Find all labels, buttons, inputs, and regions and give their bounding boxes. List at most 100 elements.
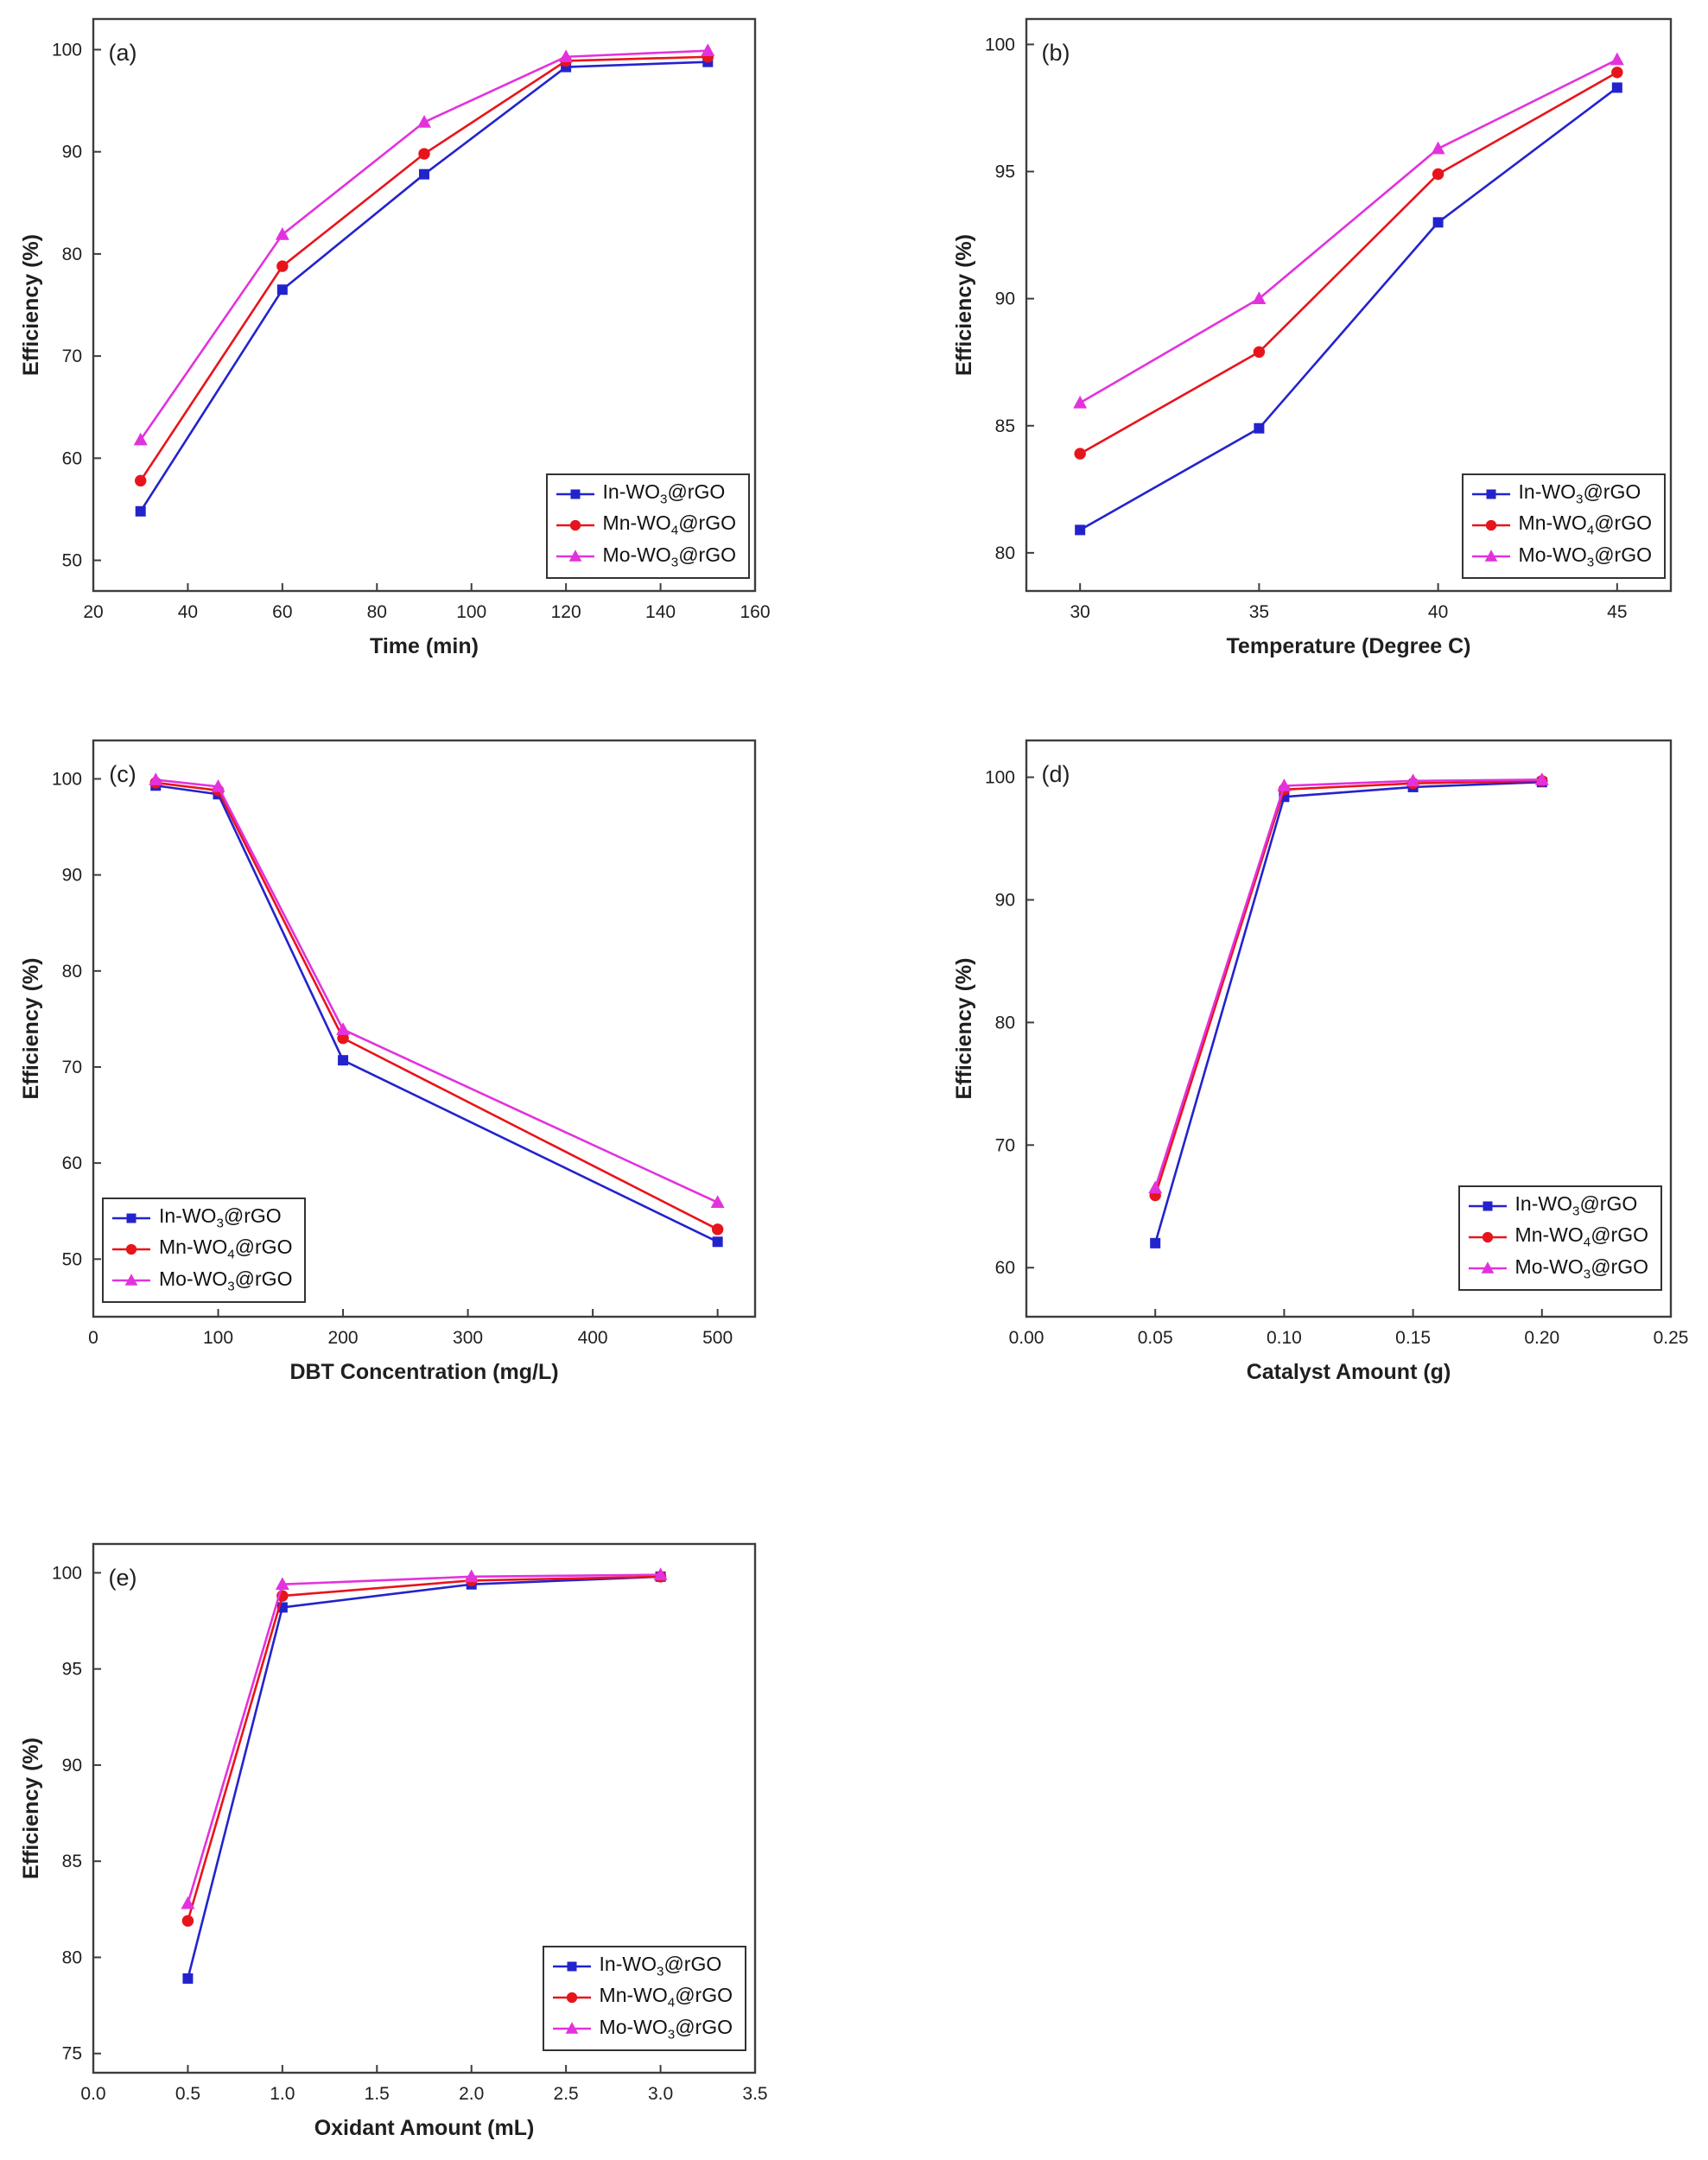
chart-panel-b: 30 35 40 45 80 85 90 95 100 Temperature (Degree C… xyxy=(933,0,1693,674)
legend: In-WO3@rGO Mn-WO4@rGO Mo-WO3@rGO xyxy=(542,1946,746,2051)
x-tick-label: 2.0 xyxy=(459,2084,484,2104)
legend-label: In-WO3@rGO xyxy=(602,480,726,507)
x-tick-label: 30 xyxy=(1070,602,1089,622)
x-axis-title: Temperature (Degree C) xyxy=(1227,634,1471,658)
square-marker-icon xyxy=(1483,1201,1493,1211)
circle-marker-icon xyxy=(1485,519,1496,531)
y-tick-label: 100 xyxy=(985,35,1015,54)
y-axis-title: Efficiency (%) xyxy=(19,958,43,1100)
x-tick-label: 200 xyxy=(328,1328,359,1348)
legend-label: In-WO3@rGO xyxy=(1514,1192,1638,1219)
square-legend-key-icon xyxy=(556,489,594,499)
legend-item-Mo-WO3@rGO: Mo-WO3@rGO xyxy=(1470,543,1652,571)
triangle-marker-icon xyxy=(181,1896,195,1909)
circle-marker-icon xyxy=(569,519,581,531)
circle-marker-icon xyxy=(1074,448,1086,460)
triangle-marker-icon xyxy=(211,778,225,792)
legend-label: Mn-WO4@rGO xyxy=(602,511,736,538)
square-marker-icon xyxy=(712,1236,723,1248)
x-tick-label: 0.10 xyxy=(1267,1328,1302,1348)
series-line xyxy=(1079,71,1618,455)
legend-item-Mn-WO4@rGO: Mn-WO4@rGO xyxy=(1467,1223,1648,1251)
legend-item-Mo-WO3@rGO: Mo-WO3@rGO xyxy=(555,543,736,571)
x-tick-label: 0.25 xyxy=(1654,1328,1689,1348)
x-tick-label: 3.5 xyxy=(742,2084,767,2104)
circle-marker-icon xyxy=(125,1243,137,1255)
square-legend-key-icon xyxy=(1468,1201,1507,1211)
square-marker-icon xyxy=(419,168,429,180)
chart-panel-e: 0.0 0.5 1.0 1.5 2.0 2.5 3.0 3.5 75 80 85 90 95 100 Oxi… xyxy=(0,1525,778,2156)
legend-item-In-WO3@rGO: In-WO3@rGO xyxy=(551,1952,733,1980)
x-tick-label: 1.5 xyxy=(365,2084,390,2104)
y-tick-label: 70 xyxy=(62,1058,82,1077)
triangle-marker-icon xyxy=(565,2022,578,2035)
x-tick-label: 0.05 xyxy=(1138,1328,1173,1348)
series-line xyxy=(1079,86,1618,531)
legend: In-WO3@rGO Mn-WO4@rGO Mo-WO3@rGO xyxy=(1461,473,1666,579)
y-tick-label: 60 xyxy=(995,1258,1015,1278)
x-axis: 0.00 0.05 0.10 0.15 0.20 0.25 xyxy=(1009,1309,1689,1348)
series-Mn-WO4@rGO xyxy=(134,51,714,487)
legend-label: Mo-WO3@rGO xyxy=(1514,1255,1648,1282)
y-axis-title: Efficiency (%) xyxy=(19,234,43,376)
circle-legend-key-icon xyxy=(552,1992,591,2004)
legend-label: Mn-WO4@rGO xyxy=(1514,1223,1648,1250)
series-Mn-WO4@rGO xyxy=(1149,775,1548,1202)
triangle-marker-icon xyxy=(568,550,581,562)
series-Mn-WO4@rGO xyxy=(181,1571,667,1927)
x-tick-label: 3.0 xyxy=(648,2084,673,2104)
triangle-marker-icon xyxy=(149,772,163,785)
legend-label: Mn-WO4@rGO xyxy=(159,1236,293,1262)
y-tick-label: 80 xyxy=(62,962,82,982)
circle-marker-icon xyxy=(711,1223,724,1236)
y-tick-label: 70 xyxy=(995,1135,1015,1155)
series-line xyxy=(1153,778,1542,1189)
plot-frame xyxy=(1025,739,1673,1318)
circle-marker-icon xyxy=(1253,346,1266,359)
series-line xyxy=(156,778,719,1204)
legend-label: In-WO3@rGO xyxy=(599,1953,722,1979)
panel-letter: (e) xyxy=(109,1565,137,1591)
square-marker-icon xyxy=(182,1973,194,1984)
y-axis-title: Efficiency (%) xyxy=(952,958,976,1100)
circle-legend-key-icon xyxy=(1468,1231,1507,1243)
x-tick-label: 40 xyxy=(178,602,198,622)
series-line xyxy=(139,60,708,512)
triangle-legend-key-icon xyxy=(556,550,594,562)
y-tick-label: 50 xyxy=(62,551,82,571)
x-tick-label: 20 xyxy=(83,602,103,622)
legend-label: Mn-WO4@rGO xyxy=(599,1984,733,2011)
y-tick-label: 90 xyxy=(62,1756,82,1776)
legend-item-In-WO3@rGO: In-WO3@rGO xyxy=(555,480,736,508)
x-tick-label: 400 xyxy=(578,1328,608,1348)
y-axis-title: Efficiency (%) xyxy=(19,1738,43,1879)
x-tick-label: 0.0 xyxy=(80,2084,105,2104)
series-line xyxy=(156,784,719,1243)
y-tick-label: 60 xyxy=(62,448,82,468)
square-marker-icon xyxy=(567,1961,577,1972)
x-tick-label: 100 xyxy=(456,602,486,622)
legend-label: In-WO3@rGO xyxy=(159,1204,282,1231)
x-axis: 0 100 200 300 400 500 xyxy=(88,1309,733,1348)
square-marker-icon xyxy=(1486,489,1496,499)
x-axis: 30 35 40 45 xyxy=(1070,583,1628,622)
y-tick-label: 80 xyxy=(62,1947,82,1967)
triangle-marker-icon xyxy=(124,1274,138,1286)
y-axis: 80 85 90 95 100 xyxy=(985,35,1034,563)
square-legend-key-icon xyxy=(112,1213,150,1223)
triangle-marker-icon xyxy=(1073,395,1088,409)
square-marker-icon xyxy=(338,1055,349,1066)
circle-legend-key-icon xyxy=(1471,519,1510,531)
triangle-marker-icon xyxy=(275,1577,289,1591)
panel-letter: (d) xyxy=(1042,761,1070,787)
legend-item-In-WO3@rGO: In-WO3@rGO xyxy=(1470,480,1652,508)
y-tick-label: 90 xyxy=(995,890,1015,910)
triangle-marker-icon xyxy=(275,227,289,240)
chart-svg: 0.00 0.05 0.10 0.15 0.20 0.25 60 70 80 90 100 Catal… xyxy=(952,739,1689,1384)
y-axis: 50 60 70 80 90 100 xyxy=(52,769,101,1269)
y-tick-label: 100 xyxy=(52,1563,82,1583)
triangle-marker-icon xyxy=(336,1022,351,1035)
legend-label: Mn-WO4@rGO xyxy=(1518,511,1652,538)
plot-frame xyxy=(92,1542,757,2074)
series-line xyxy=(187,1575,661,1979)
